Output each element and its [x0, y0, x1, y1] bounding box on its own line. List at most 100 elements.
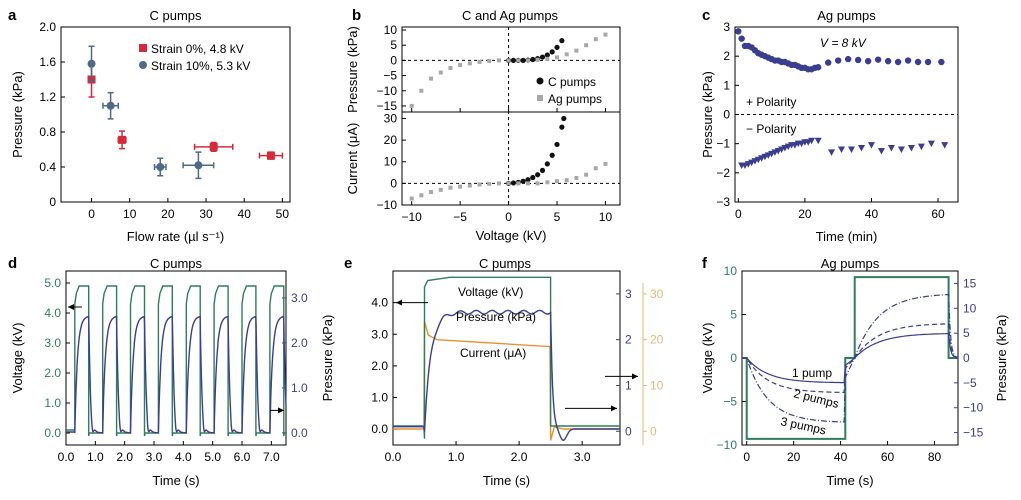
annotation-2-pumps: 2 pumps — [792, 386, 840, 411]
data-point — [549, 49, 555, 55]
y2-tick-label: −15 — [963, 426, 984, 440]
data-point — [448, 65, 453, 70]
y2-tick-label: 0.0 — [291, 426, 308, 440]
data-point — [409, 196, 414, 201]
data-point — [516, 181, 521, 186]
data-point — [516, 58, 521, 63]
data-point — [458, 62, 463, 67]
y-tick-label: 4.0 — [44, 306, 61, 320]
annotation-pressure: Pressure (kPa) — [456, 310, 536, 324]
x-tick-label: 50 — [276, 207, 290, 221]
annotation-voltage: Voltage (kV) — [458, 285, 523, 299]
data-point — [584, 172, 589, 177]
data-point — [156, 163, 165, 171]
x-tick-label: 10 — [123, 207, 137, 221]
x-tick-label: 20 — [161, 207, 175, 221]
y-tick-label: 2 — [723, 49, 730, 63]
y2-tick-label: 3.0 — [291, 291, 308, 305]
legend-entry: Strain 0%, 4.8 kV — [151, 42, 244, 56]
x-axis-label: Time (s) — [152, 473, 199, 488]
x-tick-label: 4.0 — [175, 450, 192, 464]
data-point — [941, 142, 949, 149]
data-point — [429, 76, 434, 81]
x-tick-label: 60 — [931, 207, 945, 221]
data-point — [808, 137, 816, 145]
y-tick-label: 5 — [730, 308, 737, 322]
y-tick-label: 10 — [384, 155, 398, 169]
data-point — [544, 161, 550, 167]
y2-axis-label: Pressure (kPa) — [994, 315, 1009, 402]
data-point — [554, 44, 560, 50]
y-tick-label: −5 — [383, 69, 397, 83]
data-point — [118, 135, 127, 144]
data-point — [544, 52, 550, 58]
y-tick-label: 1 — [723, 78, 730, 92]
data-point — [914, 58, 922, 66]
data-point — [838, 146, 846, 153]
data-point — [814, 137, 822, 145]
data-point — [549, 152, 555, 158]
y2-tick-label: −5 — [963, 376, 977, 390]
x-tick-label: 80 — [928, 450, 942, 464]
pressure-line — [742, 294, 959, 423]
plot-frame — [401, 111, 621, 206]
y-tick-label: 0 — [390, 53, 397, 67]
y-tick-label: 0 — [723, 108, 730, 122]
data-point — [535, 172, 541, 178]
x-axis-label: Flow rate (µl s⁻¹) — [127, 229, 224, 244]
y-tick-label: 0 — [49, 195, 56, 209]
data-point — [554, 141, 560, 148]
y-tick-label: −10 — [377, 198, 398, 212]
y-tick-label: −3 — [716, 195, 730, 209]
data-point — [530, 174, 536, 181]
annotation-minus-polarity: − Polarity — [746, 122, 796, 136]
y-tick-label: −15 — [377, 99, 398, 113]
data-point — [815, 64, 822, 71]
data-point — [844, 55, 852, 63]
y-axis-label: Pressure (kPa) — [700, 71, 715, 158]
y-tick-label: 0.0 — [371, 422, 388, 436]
data-point — [520, 178, 526, 184]
data-point — [467, 183, 472, 188]
data-point — [894, 58, 902, 66]
y-tick-label: 3.0 — [44, 336, 61, 350]
x-tick-label: 40 — [238, 207, 252, 221]
panel-label-d: d — [8, 255, 17, 272]
y-tick-label: 2.0 — [44, 366, 61, 380]
x-axis-label: Time (s) — [826, 473, 873, 488]
data-point — [506, 58, 511, 63]
data-point — [266, 151, 275, 160]
data-point — [477, 59, 482, 64]
data-point — [564, 178, 569, 183]
y2-tick-label: 10 — [963, 301, 977, 315]
x-tick-label: 10 — [599, 210, 613, 224]
panel-label-f: f — [702, 255, 708, 272]
chart-title: C pumps — [149, 8, 202, 23]
data-point — [539, 54, 546, 60]
x-tick-label: 60 — [881, 450, 895, 464]
y2-tick-label: 2 — [625, 333, 632, 347]
axis-arrow-voltage-head — [396, 299, 402, 306]
x-tick-label: −5 — [453, 210, 467, 224]
x-tick-label: 0 — [505, 210, 512, 224]
y-tick-label: −10 — [377, 84, 398, 98]
x-tick-label: 1.0 — [87, 450, 104, 464]
data-point — [487, 181, 492, 186]
data-point — [584, 43, 589, 48]
data-point — [834, 57, 842, 64]
data-point — [209, 142, 218, 151]
axis-arrow-voltage-head — [68, 304, 74, 310]
data-point — [106, 101, 115, 110]
annotation-voltage: V = 8 kV — [820, 36, 867, 50]
data-point — [924, 58, 932, 66]
y-tick-label: −1 — [716, 137, 730, 151]
data-point — [559, 124, 565, 130]
data-point — [409, 103, 414, 108]
x-tick-label: 5 — [554, 210, 561, 224]
legend-marker — [536, 77, 544, 85]
legend-entry: C pumps — [548, 75, 596, 89]
x-tick-label: 40 — [865, 207, 879, 221]
y2-tick-label: 3 — [625, 287, 632, 301]
annotation-current: Current (μA) — [460, 346, 526, 360]
